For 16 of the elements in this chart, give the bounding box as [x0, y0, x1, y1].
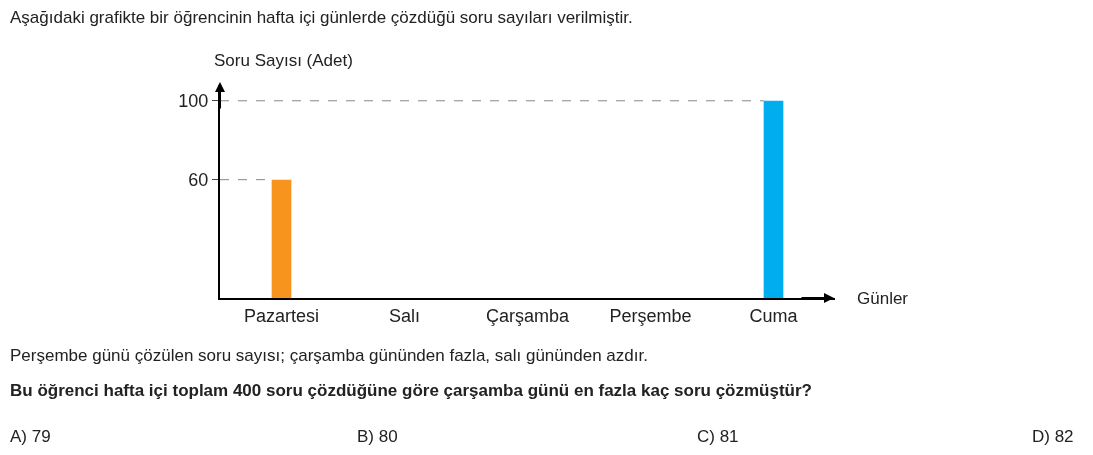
- y-tick-label: 100: [178, 91, 209, 112]
- text: Bu öğrenci hafta içi toplam 400 soru çözdüğüne göre çarşamba günü en fazla kaç soru çözmüştür?: [10, 381, 813, 400]
- chart-title: Aşağıdaki grafikte bir öğrencinin hafta içi günlerde çözdüğü soru sayıları verilmiştir.: [10, 8, 633, 27]
- x-tick-label: Pazartesi: [243, 305, 320, 326]
- x-tick-label: Salı: [388, 305, 421, 326]
- x-tick-label: Cuma: [749, 305, 799, 326]
- y-axis-title: Soru Sayısı (Adet): [214, 51, 353, 70]
- text: C) 81: [697, 427, 739, 446]
- x-tick-label: Çarşamba: [485, 305, 570, 326]
- text: D) 82: [1032, 427, 1074, 446]
- x-tick-label: Perşembe: [609, 305, 692, 326]
- text: B) 80: [357, 427, 398, 446]
- text: Perşembe günü çözülen soru sayısı; çarşamba gününden fazla, salı gününden azdır.: [10, 346, 648, 365]
- x-axis-title: Günler: [857, 289, 909, 308]
- y-tick-label: 60: [188, 169, 209, 190]
- text: A) 79: [10, 427, 51, 446]
